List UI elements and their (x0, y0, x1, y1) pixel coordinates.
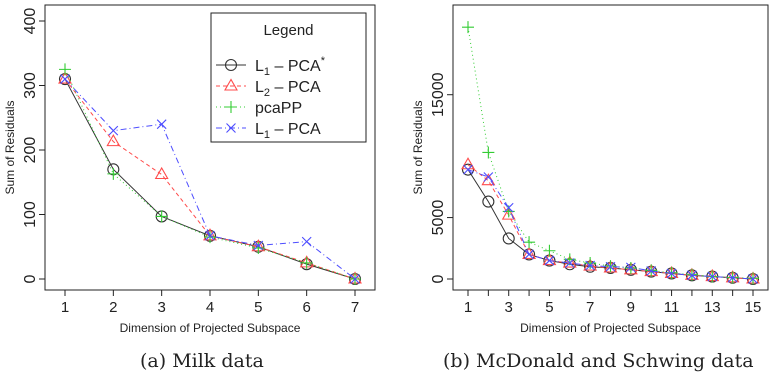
data-point (646, 266, 657, 276)
data-point (584, 257, 597, 270)
data-point (350, 274, 360, 284)
data-point (483, 172, 494, 182)
data-point (154, 166, 169, 180)
data-point (748, 274, 758, 284)
x-tick-label: 1 (61, 299, 69, 316)
x-tick-label: 4 (206, 299, 214, 316)
y-tick-label: 300 (22, 72, 39, 99)
data-point (462, 21, 474, 34)
data-point (59, 63, 71, 76)
data-point (107, 167, 120, 180)
y-tick-label: 200 (22, 137, 39, 164)
data-point (625, 262, 636, 273)
x-tick-label: 3 (157, 299, 165, 316)
data-point (585, 260, 596, 271)
data-point (301, 236, 312, 247)
legend-marker (224, 58, 238, 72)
x-tick-label: 15 (745, 299, 762, 316)
data-point (707, 271, 718, 282)
caption-b: (b) McDonald and Schwing data (443, 350, 754, 372)
legend-marker (225, 101, 237, 113)
x-tick-label: 7 (586, 299, 594, 316)
data-point (544, 255, 555, 266)
y-tick-label: 15000 (430, 72, 447, 117)
legend-label: L1 – PCA (255, 121, 321, 141)
legend-label: L2 – PCA (255, 79, 321, 99)
series-line (467, 27, 754, 279)
y-tick-label: 400 (22, 8, 39, 35)
series-line (467, 169, 754, 280)
legend-label: pcaPP (255, 100, 302, 117)
data-point (461, 157, 475, 170)
data-point (108, 125, 119, 136)
figure: 0 100 200 300 400 1 2 3 4 5 6 7 Dimension of Project… (3, 4, 769, 335)
data-point (106, 134, 121, 147)
y-axis-label: Sum of Residuals (411, 100, 425, 194)
data-point (543, 244, 556, 257)
data-point (156, 119, 167, 130)
data-point (562, 255, 577, 268)
data-point (666, 268, 677, 279)
data-point (253, 240, 264, 251)
x-tick-label: 5 (254, 299, 262, 316)
data-point (523, 236, 536, 249)
chart-milk-data: 0 100 200 300 400 1 2 3 4 5 6 7 Dimension of Project… (3, 4, 376, 335)
data-point (58, 71, 72, 84)
legend-title: Legend (263, 22, 313, 39)
data-point (727, 272, 738, 283)
data-point (60, 74, 70, 84)
x-tick-label: 7 (351, 299, 359, 316)
data-point (463, 164, 473, 175)
data-point (300, 256, 313, 269)
data-point (502, 232, 515, 245)
x-axis-label: Dimension of Projected Subspace (520, 321, 701, 335)
plot-frame (452, 4, 769, 291)
data-point (687, 270, 697, 281)
caption-a: (a) Milk data (140, 350, 264, 372)
data-point (252, 242, 265, 255)
x-tick-label: 1 (464, 299, 472, 316)
data-point (204, 231, 216, 244)
data-point (522, 246, 537, 259)
data-point (524, 249, 534, 260)
x-tick-label: 2 (109, 299, 117, 316)
data-point (155, 210, 168, 223)
y-axis-label: Sum of Residuals (3, 100, 17, 194)
data-point (205, 230, 215, 241)
x-tick-label: 11 (664, 299, 680, 316)
y-tick-label: 0 (22, 274, 39, 283)
data-point (542, 252, 557, 266)
legend-label: L1 – PCA* (255, 55, 326, 78)
x-axis-label: Dimension of Projected Subspace (120, 321, 301, 335)
y-tick-label: 100 (22, 201, 39, 228)
x-tick-label: 5 (545, 299, 553, 316)
data-point (482, 195, 495, 208)
legend-box (210, 12, 367, 143)
y-tick-label: 5000 (430, 200, 447, 236)
data-point (503, 202, 514, 213)
data-point (564, 258, 575, 268)
data-point (482, 146, 495, 159)
x-tick-label: 13 (704, 299, 721, 316)
data-point (605, 261, 616, 272)
y-tick-label: 0 (430, 274, 447, 283)
legend-marker (224, 78, 238, 91)
legend-marker (226, 123, 236, 133)
x-tick-label: 3 (505, 299, 513, 316)
x-tick-label: 9 (627, 299, 635, 316)
data-point (583, 258, 598, 271)
x-tick-label: 6 (302, 299, 310, 316)
